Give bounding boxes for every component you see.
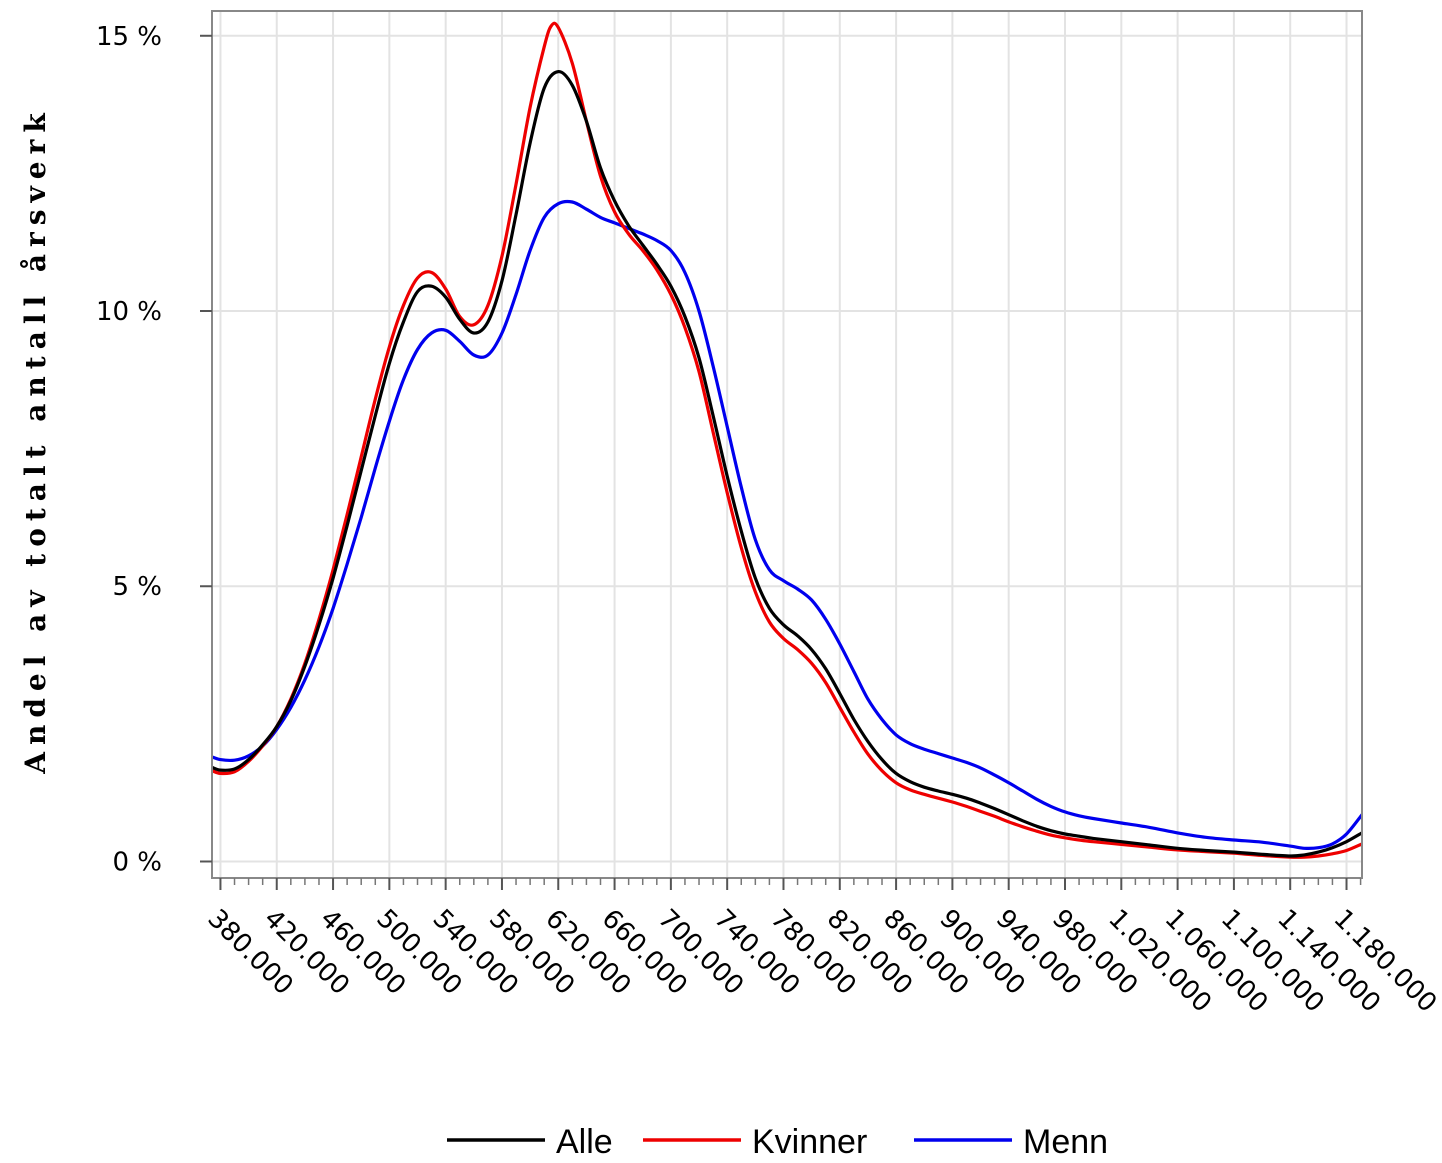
plot-area-frame <box>211 10 1363 879</box>
y-tick-label: 5 % <box>112 572 162 602</box>
y-tick-label: 0 % <box>112 847 162 877</box>
y-tick-label: 15 % <box>96 22 162 52</box>
legend-label-kvinner: Kvinner <box>752 1123 867 1161</box>
y-axis-label: Andel av totalt antall årsverk <box>19 106 52 775</box>
series-line-alle <box>213 70 1361 858</box>
legend-label-menn: Menn <box>1023 1123 1108 1161</box>
legend: Alle Kvinner Menn <box>447 1123 1108 1161</box>
grid-lines <box>212 11 1362 878</box>
series-lines <box>213 21 1361 859</box>
series-line-menn <box>213 199 1361 851</box>
legend-label-alle: Alle <box>556 1123 613 1161</box>
y-tick-label: 10 % <box>96 297 162 327</box>
y-axis: 0 % 5 % 10 % 15 % <box>96 22 212 877</box>
series-line-kvinner <box>213 21 1361 859</box>
